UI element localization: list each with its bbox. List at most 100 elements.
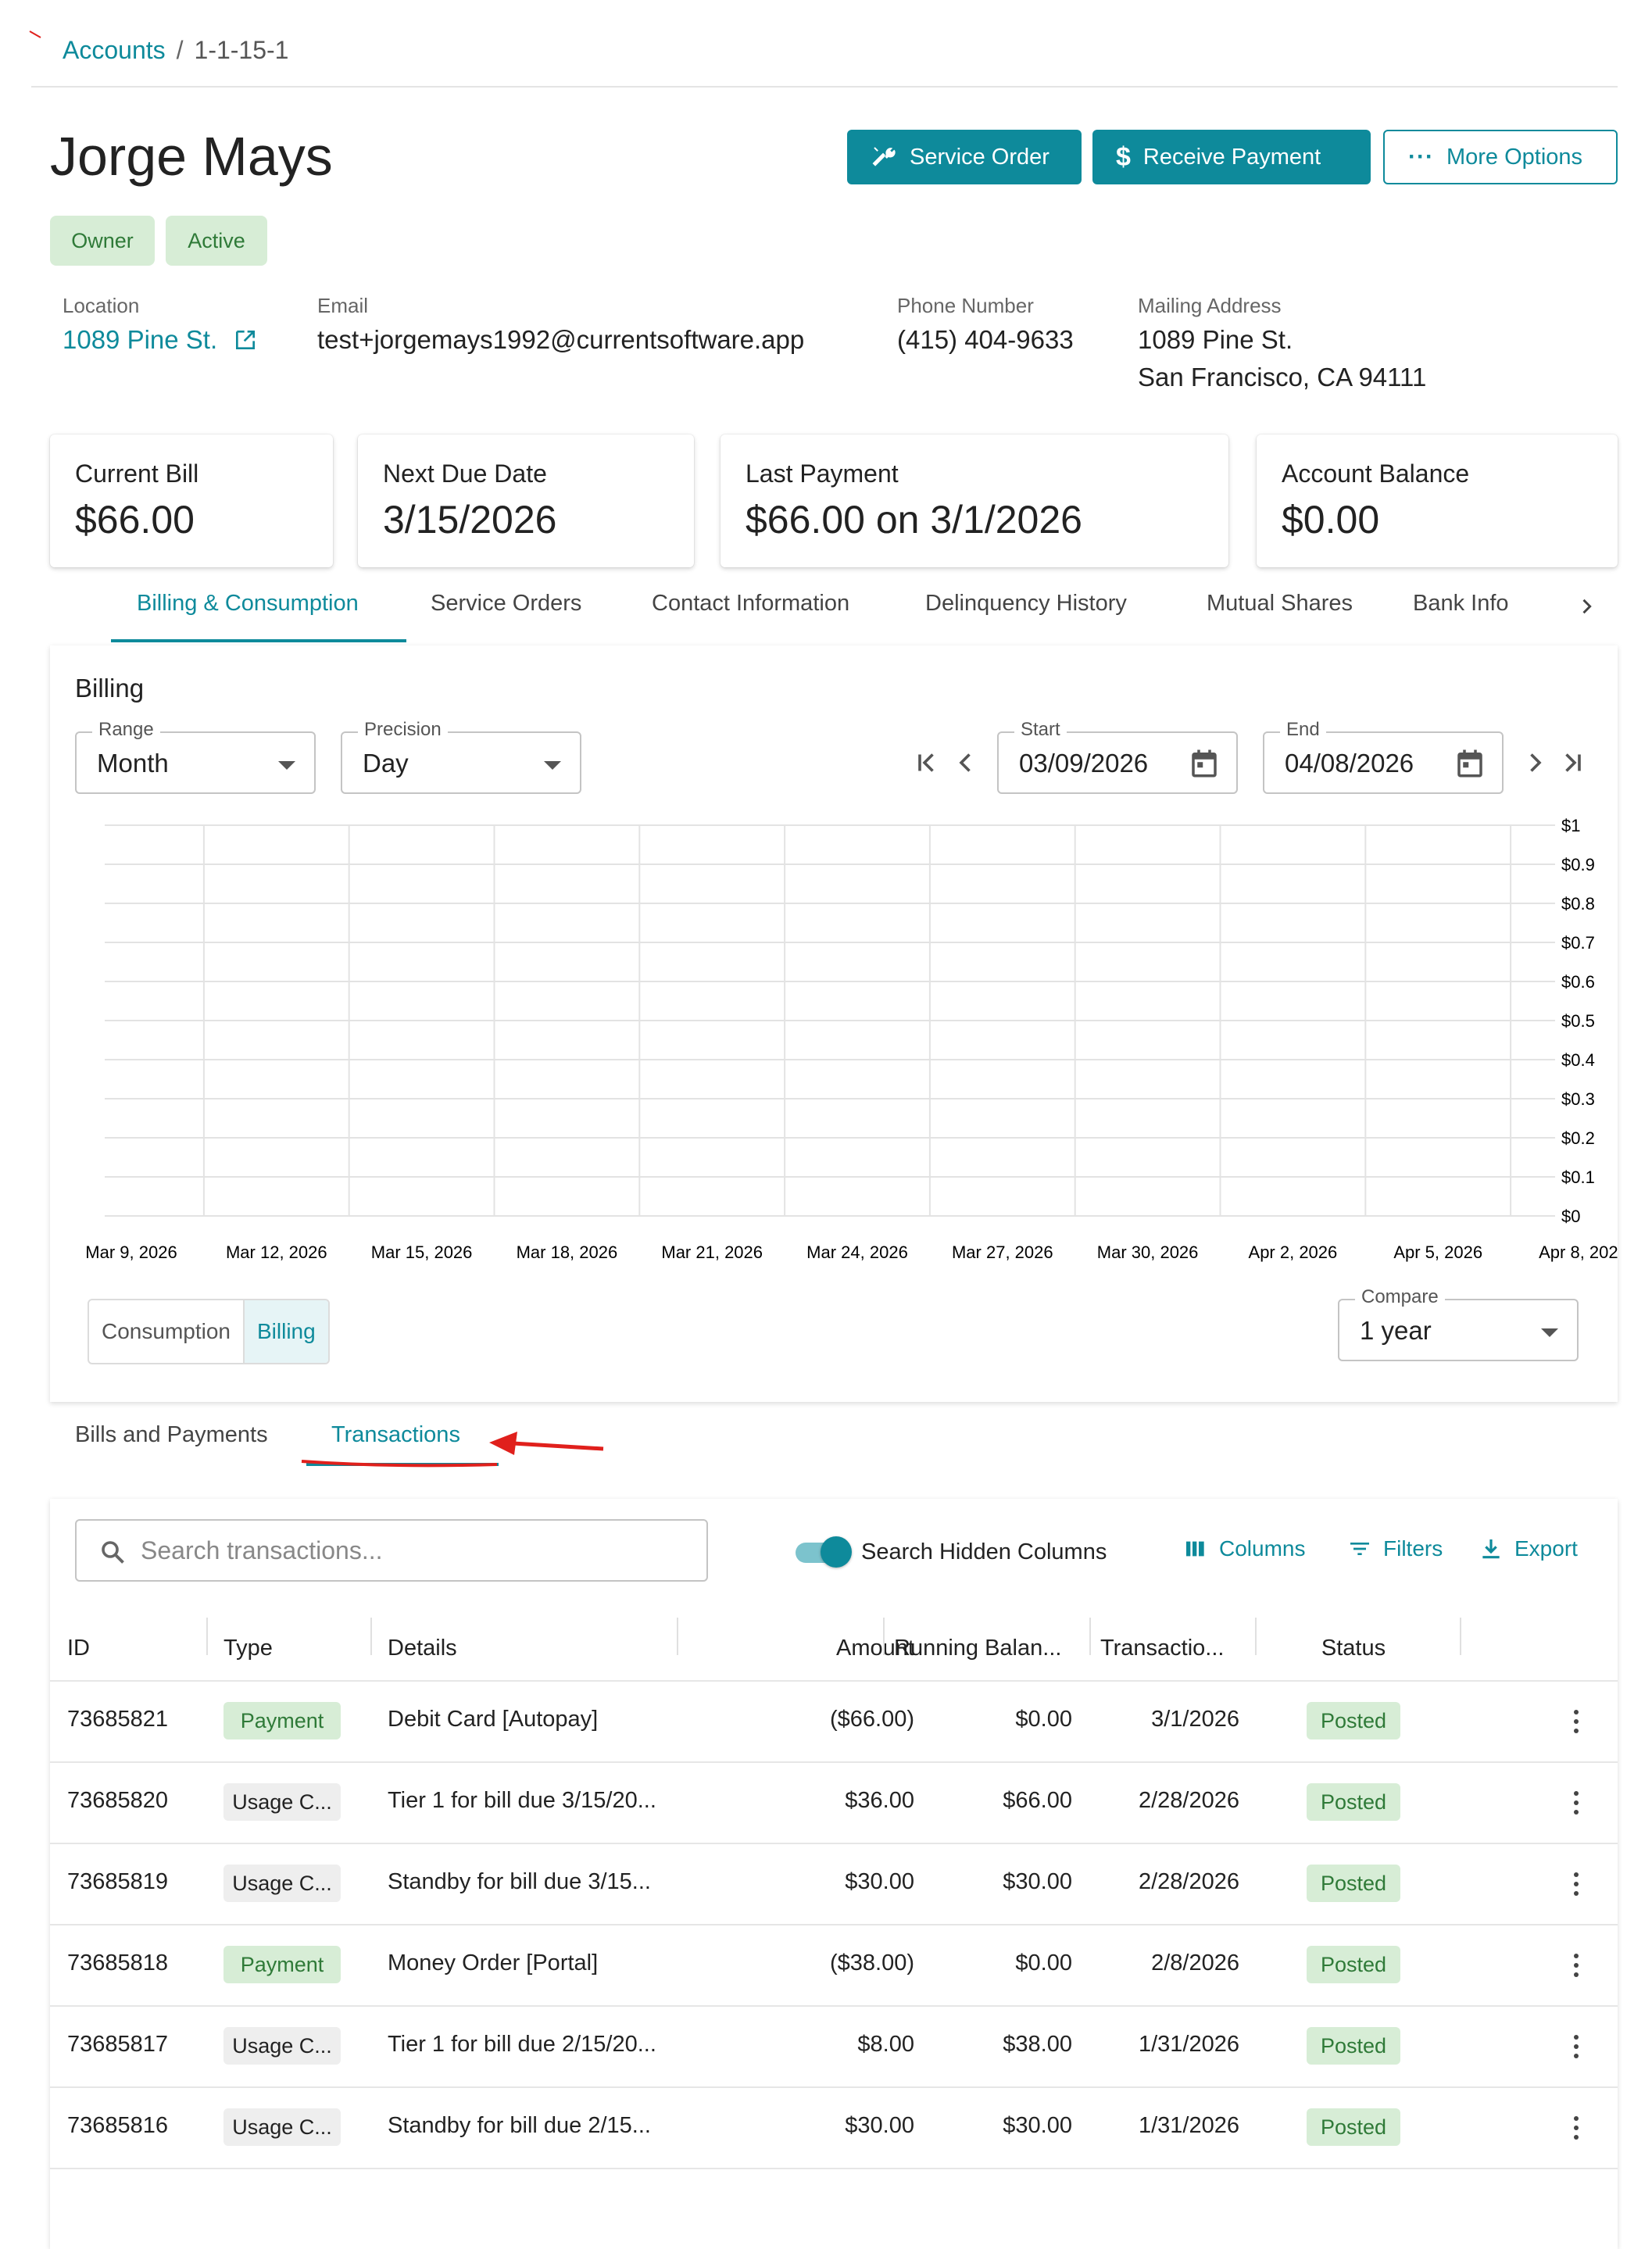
cell-running-balance: $30.00: [1003, 2113, 1072, 2138]
address-line2: San Francisco, CA 94111: [1138, 363, 1427, 392]
compare-label: Compare: [1355, 1286, 1445, 1308]
table-row[interactable]: 73685816 Usage C... Standby for bill due 2…: [50, 2086, 1618, 2169]
breadcrumb-accounts-link[interactable]: Accounts: [63, 36, 166, 64]
caret-down-icon: [278, 761, 295, 770]
table-row[interactable]: 73685819 Usage C... Standby for bill due 3…: [50, 1843, 1618, 1925]
column-separator[interactable]: [677, 1618, 678, 1655]
tab-bank-info[interactable]: Bank Info: [1413, 591, 1509, 616]
last-payment-card: Last Payment $66.00 on 3/1/2026: [721, 434, 1228, 567]
billing-panel: [50, 645, 1618, 1402]
current-bill-card: Current Bill $66.00: [50, 434, 333, 567]
chart-x-tick-label: Mar 18, 2026: [517, 1242, 618, 1262]
row-actions-kebab-icon[interactable]: [1574, 1954, 1580, 1977]
cell-amount: $8.00: [857, 2032, 914, 2057]
more-options-button[interactable]: ··· More Options: [1383, 130, 1618, 184]
first-page-icon[interactable]: [913, 749, 941, 777]
search-transactions-input[interactable]: Search transactions...: [75, 1519, 708, 1582]
precision-value: Day: [363, 749, 409, 778]
column-separator[interactable]: [883, 1618, 885, 1655]
row-actions-kebab-icon[interactable]: [1574, 1872, 1580, 1896]
tab-mutual-shares[interactable]: Mutual Shares: [1207, 591, 1353, 616]
last-page-icon[interactable]: [1558, 749, 1586, 777]
cell-details: Standby for bill due 3/15...: [388, 1869, 651, 1894]
table-row[interactable]: 73685820 Usage C... Tier 1 for bill due 3/…: [50, 1761, 1618, 1844]
row-actions-kebab-icon[interactable]: [1574, 1791, 1580, 1815]
chart-x-tick-label: Mar 9, 2026: [85, 1242, 177, 1262]
compare-select[interactable]: Compare 1 year: [1338, 1286, 1579, 1361]
column-header-id[interactable]: ID: [67, 1635, 90, 1661]
precision-select[interactable]: Precision Day: [341, 719, 581, 794]
columns-icon: [1186, 1541, 1204, 1557]
export-button[interactable]: Export: [1479, 1536, 1578, 1561]
calendar-icon[interactable]: [1454, 747, 1486, 780]
card-label: Current Bill: [75, 459, 199, 488]
card-value: 3/15/2026: [383, 498, 557, 542]
column-header-details[interactable]: Details: [388, 1635, 457, 1661]
search-hidden-columns-switch[interactable]: Search Hidden Columns: [796, 1536, 1107, 1568]
tab-transactions[interactable]: Transactions: [331, 1422, 460, 1447]
column-separator[interactable]: [206, 1618, 208, 1655]
chart-y-tick-label: $0.4: [1561, 1050, 1595, 1070]
tabs-scroll-right-icon[interactable]: [1575, 595, 1597, 617]
location-link[interactable]: 1089 Pine St.: [63, 325, 258, 355]
table-row[interactable]: 73685821 Payment Debit Card [Autopay] ($66.…: [50, 1680, 1618, 1763]
email-value: test+jorgemays1992@currentsoftware.app: [317, 325, 805, 354]
tab-delinquency-history[interactable]: Delinquency History: [925, 591, 1127, 616]
receive-payment-button[interactable]: $ Receive Payment: [1092, 130, 1371, 184]
status-badge: Posted: [1307, 2108, 1400, 2146]
end-date-field[interactable]: End 04/08/2026: [1263, 719, 1504, 794]
row-actions-kebab-icon[interactable]: [1574, 2116, 1580, 2140]
previous-icon[interactable]: [952, 749, 980, 777]
type-badge: Payment: [223, 1946, 341, 1983]
cell-transaction-date: 3/1/2026: [1151, 1707, 1239, 1732]
start-date-field[interactable]: Start 03/09/2026: [997, 719, 1238, 794]
column-separator[interactable]: [370, 1618, 372, 1655]
search-icon: [102, 1541, 124, 1564]
cell-details: Standby for bill due 2/15...: [388, 2113, 651, 2138]
cell-amount: ($38.00): [829, 1950, 914, 1975]
column-separator[interactable]: [1460, 1618, 1461, 1655]
column-header-amount[interactable]: Amount: [836, 1635, 914, 1661]
chart-y-tick-label: $0.9: [1561, 855, 1595, 874]
tab-service-orders[interactable]: Service Orders: [431, 591, 582, 616]
column-header-running-balance[interactable]: Running Balan...: [894, 1635, 1062, 1661]
toggle-billing[interactable]: Billing: [242, 1300, 328, 1363]
tab-billing-consumption[interactable]: Billing & Consumption: [137, 591, 359, 616]
table-row[interactable]: 73685817 Usage C... Tier 1 for bill due 2/…: [50, 2005, 1618, 2088]
cell-amount: ($66.00): [829, 1707, 914, 1732]
tab-bills-and-payments[interactable]: Bills and Payments: [75, 1422, 268, 1447]
range-select[interactable]: Range Month: [75, 719, 316, 794]
active-tab-indicator: [111, 639, 406, 642]
filters-label: Filters: [1383, 1536, 1443, 1561]
location-value: 1089 Pine St.: [63, 325, 218, 354]
column-header-type[interactable]: Type: [223, 1635, 273, 1661]
table-row[interactable]: 73685818 Payment Money Order [Portal] ($38.…: [50, 1924, 1618, 2007]
cell-running-balance: $66.00: [1003, 1788, 1072, 1813]
column-header-status[interactable]: Status: [1321, 1635, 1386, 1661]
calendar-icon[interactable]: [1188, 747, 1221, 780]
cell-amount: $30.00: [845, 1869, 914, 1894]
filters-button[interactable]: Filters: [1347, 1536, 1443, 1561]
next-icon[interactable]: [1521, 749, 1549, 777]
column-header-transaction-date[interactable]: Transactio...: [1100, 1635, 1225, 1661]
chart-x-tick-label: Mar 30, 2026: [1097, 1242, 1199, 1262]
search-placeholder: Search transactions...: [141, 1536, 383, 1564]
active-subtab-indicator: [306, 1463, 499, 1466]
account-balance-card: Account Balance $0.00: [1257, 434, 1618, 567]
range-value: Month: [97, 749, 169, 778]
tab-contact-information[interactable]: Contact Information: [652, 591, 850, 616]
cell-details: Tier 1 for bill due 3/15/20...: [388, 1788, 656, 1813]
row-actions-kebab-icon[interactable]: [1574, 2035, 1580, 2058]
more-options-label: More Options: [1446, 144, 1583, 170]
toggle-consumption[interactable]: Consumption: [102, 1319, 231, 1343]
columns-button[interactable]: Columns: [1183, 1536, 1305, 1561]
status-badge: Posted: [1307, 1783, 1400, 1821]
end-label: End: [1280, 719, 1326, 741]
column-separator[interactable]: [1089, 1618, 1091, 1655]
annotation-arrow-shaft: [499, 1440, 604, 1451]
breadcrumb: Accounts / 1-1-15-1: [63, 36, 288, 65]
service-order-button[interactable]: Service Order: [847, 130, 1082, 184]
column-separator[interactable]: [1255, 1618, 1257, 1655]
toggle-switch[interactable]: [796, 1536, 852, 1568]
row-actions-kebab-icon[interactable]: [1574, 1710, 1580, 1733]
